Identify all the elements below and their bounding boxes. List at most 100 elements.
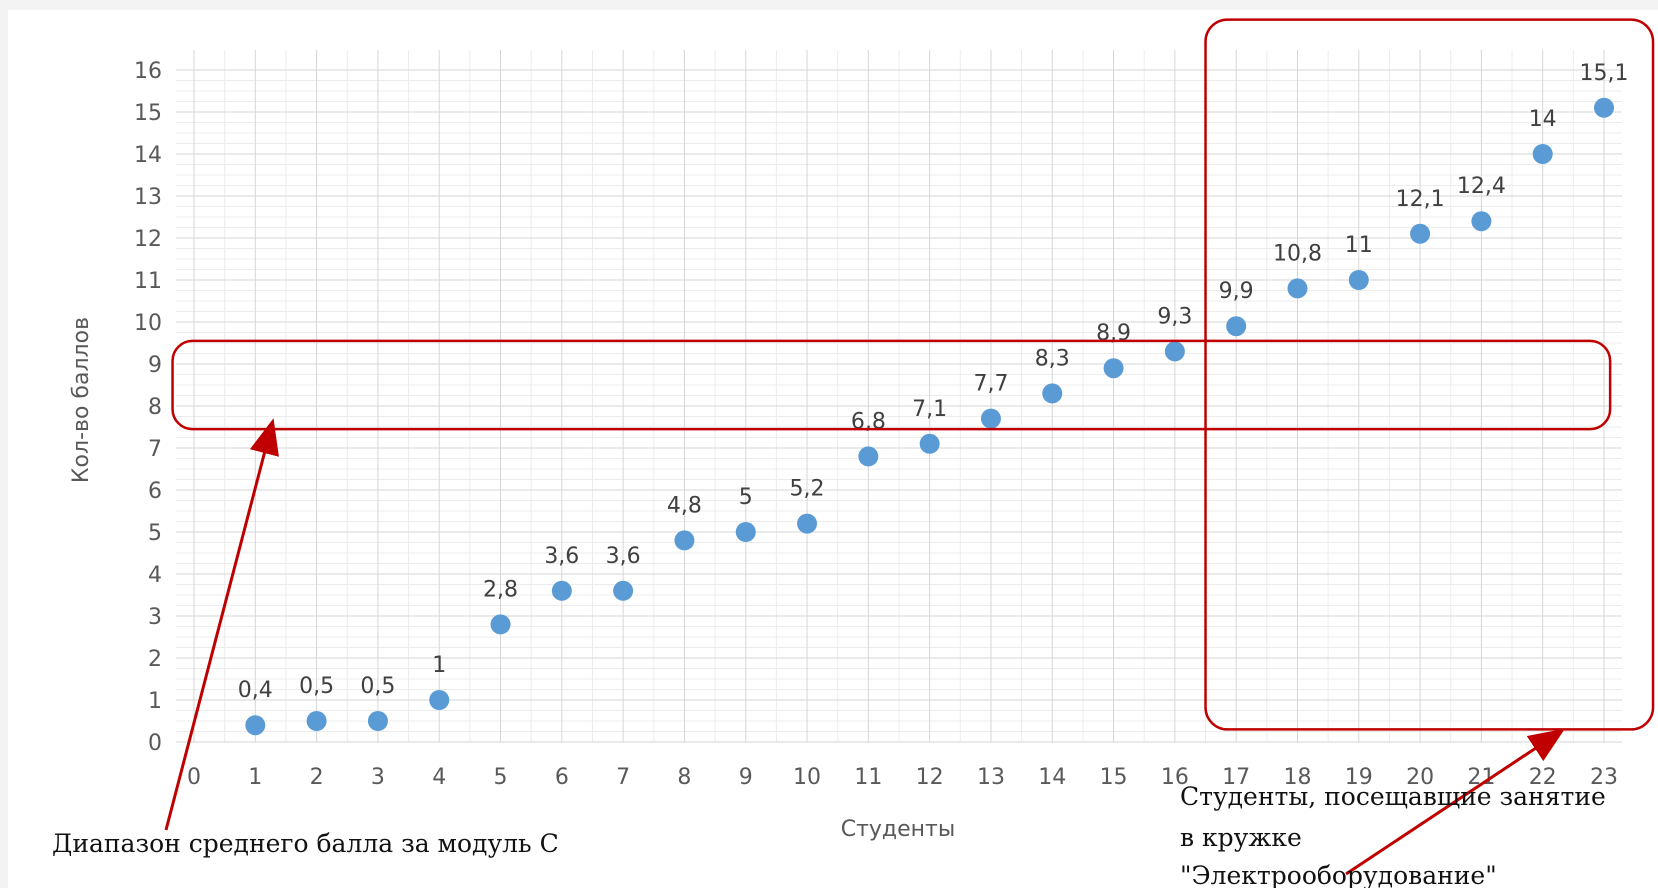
data-label: 0,4 xyxy=(238,678,273,703)
x-tick-label: 0 xyxy=(187,765,201,790)
x-tick-label: 17 xyxy=(1222,765,1250,790)
data-label: 0,5 xyxy=(360,674,395,699)
y-tick-label: 6 xyxy=(148,479,162,504)
x-tick-label: 2 xyxy=(310,765,324,790)
x-tick-label: 9 xyxy=(739,765,753,790)
x-tick-label: 6 xyxy=(555,765,569,790)
data-point xyxy=(1042,383,1063,404)
data-label: 4,8 xyxy=(667,493,702,518)
y-tick-label: 11 xyxy=(134,269,162,294)
data-point xyxy=(613,580,634,601)
average-range-box xyxy=(171,339,1612,431)
data-label: 5,2 xyxy=(790,477,825,502)
data-label: 7,7 xyxy=(973,372,1008,397)
data-label: 15,1 xyxy=(1580,61,1629,86)
data-label: 14 xyxy=(1529,107,1557,132)
y-tick-label: 7 xyxy=(148,437,162,462)
data-label: 2,8 xyxy=(483,577,518,602)
data-point xyxy=(367,711,388,731)
x-tick-label: 1 xyxy=(248,765,262,790)
y-tick-label: 9 xyxy=(148,353,162,378)
x-tick-label: 22 xyxy=(1529,765,1557,790)
y-tick-label: 10 xyxy=(134,311,162,336)
x-tick-label: 16 xyxy=(1161,765,1189,790)
data-point xyxy=(980,408,1001,429)
club-students-arrow xyxy=(1345,728,1565,876)
x-tick-label: 5 xyxy=(494,765,508,790)
data-label: 8,9 xyxy=(1096,321,1131,346)
data-points xyxy=(245,97,1614,736)
data-label: 12,4 xyxy=(1457,174,1506,199)
x-tick-label: 10 xyxy=(793,765,821,790)
average-range-note: Диапазон среднего балла за модуль С xyxy=(52,829,559,858)
x-tick-label: 12 xyxy=(916,765,944,790)
data-label: 3,6 xyxy=(544,544,579,569)
data-label: 9,9 xyxy=(1219,279,1254,304)
data-point xyxy=(858,446,879,467)
data-label: 9,3 xyxy=(1157,304,1192,329)
y-tick-label: 4 xyxy=(148,563,162,588)
data-point xyxy=(1532,144,1553,164)
y-tick-label: 14 xyxy=(134,143,162,168)
x-tick-label: 4 xyxy=(432,765,446,790)
x-axis-title: Студенты xyxy=(841,817,956,842)
data-point xyxy=(1348,270,1369,290)
x-tick-label: 15 xyxy=(1100,765,1128,790)
x-tick-label: 3 xyxy=(371,765,385,790)
x-tick-label: 14 xyxy=(1038,765,1066,790)
y-tick-label: 15 xyxy=(134,101,162,126)
y-tick-label: 3 xyxy=(148,605,162,630)
average-range-arrow xyxy=(164,418,279,831)
data-point xyxy=(1287,278,1308,299)
data-label: 3,6 xyxy=(606,544,641,569)
y-tick-label: 0 xyxy=(148,731,162,756)
data-label: 1 xyxy=(432,653,446,678)
x-tick-label: 23 xyxy=(1590,765,1618,790)
data-point xyxy=(674,530,695,551)
data-label: 12,1 xyxy=(1396,187,1445,212)
x-tick-label: 19 xyxy=(1345,765,1373,790)
data-point xyxy=(735,522,756,542)
data-label: 7,1 xyxy=(912,397,947,422)
data-point xyxy=(1594,97,1614,118)
club-students-note-line: "Электрооборудование" xyxy=(1180,861,1497,888)
data-point xyxy=(1103,358,1124,379)
data-label: 6,8 xyxy=(851,409,886,434)
x-tick-label: 20 xyxy=(1406,765,1434,790)
data-point xyxy=(306,711,327,731)
data-point xyxy=(1164,341,1185,362)
y-tick-label: 2 xyxy=(148,647,162,672)
tick-labels: 0 1 2 3 4 5 6 7 8 9 10 11 12 13 14 15 16 17 18 19 20 21 22 2301… xyxy=(134,59,1618,790)
data-point xyxy=(797,513,818,534)
club-students-box xyxy=(1204,18,1655,731)
data-point xyxy=(490,614,511,635)
club-students-note-line: в кружке xyxy=(1180,823,1302,852)
y-axis-title: Кол-во баллов xyxy=(69,317,94,483)
y-tick-label: 12 xyxy=(134,227,162,252)
annotations: Диапазон среднего балла за модуль С Студе… xyxy=(52,18,1655,888)
data-point xyxy=(1471,211,1492,232)
x-tick-label: 8 xyxy=(677,765,691,790)
y-tick-label: 5 xyxy=(148,521,162,546)
y-tick-label: 8 xyxy=(148,395,162,420)
x-tick-label: 11 xyxy=(854,765,882,790)
y-tick-label: 1 xyxy=(148,689,162,714)
data-point xyxy=(1226,316,1247,337)
data-label: 8,3 xyxy=(1035,346,1070,371)
data-label: 11 xyxy=(1345,233,1373,258)
y-tick-label: 16 xyxy=(134,59,162,84)
data-point xyxy=(429,690,450,710)
x-tick-label: 7 xyxy=(616,765,630,790)
gridlines xyxy=(176,50,1622,743)
y-tick-label: 13 xyxy=(134,185,162,210)
data-point xyxy=(1410,223,1431,244)
data-point xyxy=(919,433,940,454)
data-point xyxy=(551,580,572,601)
data-point xyxy=(245,715,266,736)
x-tick-label: 13 xyxy=(977,765,1005,790)
data-label: 10,8 xyxy=(1273,241,1322,266)
x-tick-label: 18 xyxy=(1283,765,1311,790)
club-students-note-line: Студенты, посещавщие занятие xyxy=(1180,782,1606,811)
data-label: 5 xyxy=(739,485,753,510)
